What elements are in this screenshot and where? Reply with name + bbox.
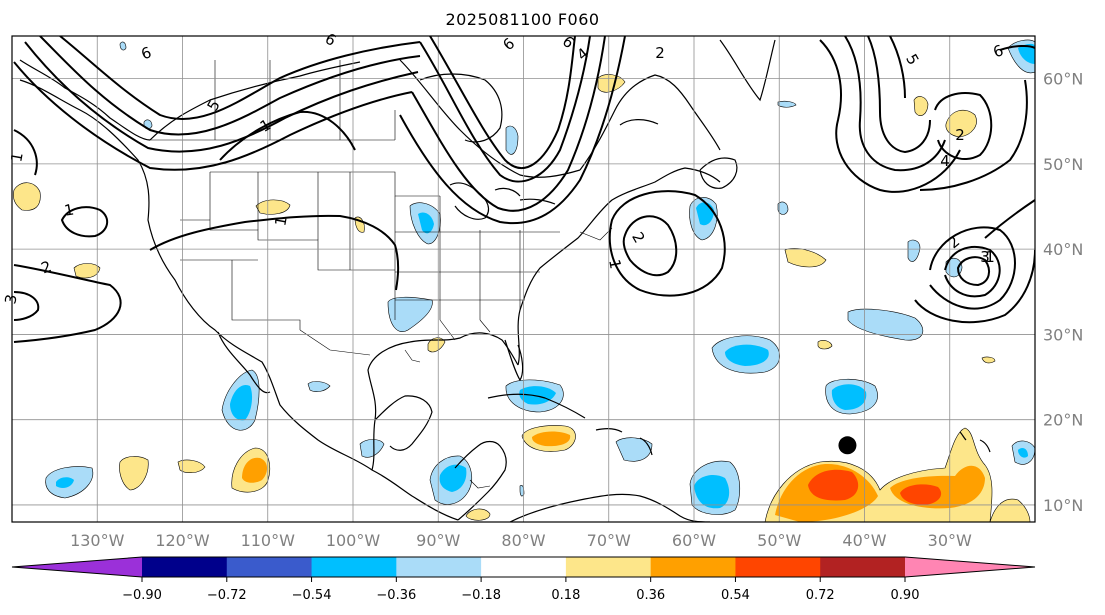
latitude-label: 40°N — [1043, 240, 1083, 259]
colorbar-tick-label: 0.90 — [891, 588, 920, 603]
contour-label: 1 — [605, 258, 624, 271]
contour-label: 1 — [985, 248, 995, 266]
colorbar-tick-label: 0.18 — [551, 588, 580, 603]
latitude-label: 30°N — [1043, 325, 1083, 344]
longitude-label: 130°W — [70, 531, 125, 550]
longitude-label: 60°W — [672, 531, 716, 550]
colorbar-segment — [565, 557, 652, 577]
colorbar-tick-label: 0.72 — [806, 588, 835, 603]
colorbar-segment — [820, 557, 906, 577]
longitude-label: 80°W — [501, 531, 545, 550]
shaded-anomalies — [13, 39, 1035, 522]
colorbar-tick-label: −0.18 — [461, 588, 501, 603]
longitude-label: 90°W — [416, 531, 460, 550]
contour-label: 2 — [655, 44, 665, 62]
colorbar-tick-label: −0.90 — [122, 588, 162, 603]
latitude-label: 50°N — [1043, 155, 1083, 174]
colorbar-segment — [226, 557, 313, 577]
colorbar-tick-label: 0.36 — [636, 588, 665, 603]
colorbar-extend-high — [905, 557, 1035, 577]
contour-label: 3 — [1, 293, 20, 306]
storm-marker — [838, 436, 857, 455]
colorbar-segment — [311, 557, 397, 577]
latitude-label: 20°N — [1043, 411, 1083, 430]
colorbar: −0.90 −0.72 −0.54 −0.36 −0.18 0.18 0.36 0.54 0.7… — [11, 556, 1036, 603]
colorbar-tick-label: −0.72 — [207, 588, 247, 603]
latitude-label: 10°N — [1043, 496, 1083, 515]
contour-label: 2 — [955, 126, 965, 144]
colorbar-tick-label: −0.36 — [376, 588, 416, 603]
contour-label: 1 — [271, 215, 290, 228]
colorbar-extend-low — [12, 557, 142, 577]
longitude-label: 70°W — [587, 531, 631, 550]
colorbar-tick-label: 0.54 — [721, 588, 750, 603]
colorbar-tick-label: −0.54 — [292, 588, 332, 603]
longitude-label: 120°W — [155, 531, 210, 550]
colorbar-segment — [142, 557, 228, 577]
longitude-label: 110°W — [241, 531, 296, 550]
longitude-labels: 130°W 120°W 110°W 100°W 90°W 80°W 70°W 60°W 50°W… — [70, 531, 972, 550]
gridlines — [12, 36, 1035, 522]
colorbar-segment — [481, 557, 567, 577]
longitude-label: 50°W — [757, 531, 801, 550]
longitude-label: 30°W — [928, 531, 972, 550]
map-frame — [11, 35, 1036, 523]
state-borders — [150, 60, 613, 489]
colorbar-segment — [396, 557, 482, 577]
colorbar-segment — [735, 557, 821, 577]
contour-label: 1 — [63, 200, 76, 219]
contour-label: 4 — [940, 152, 950, 170]
contour-lines — [13, 36, 1035, 343]
map-title: 2025081100 F060 — [445, 10, 600, 29]
latitude-label: 60°N — [1043, 70, 1083, 89]
latitude-labels: 60°N 50°N 40°N 30°N 20°N 10°N — [1043, 70, 1083, 515]
longitude-label: 100°W — [326, 531, 381, 550]
longitude-label: 40°W — [842, 531, 886, 550]
contour-label: 3 — [980, 248, 990, 266]
colorbar-segment — [650, 557, 736, 577]
